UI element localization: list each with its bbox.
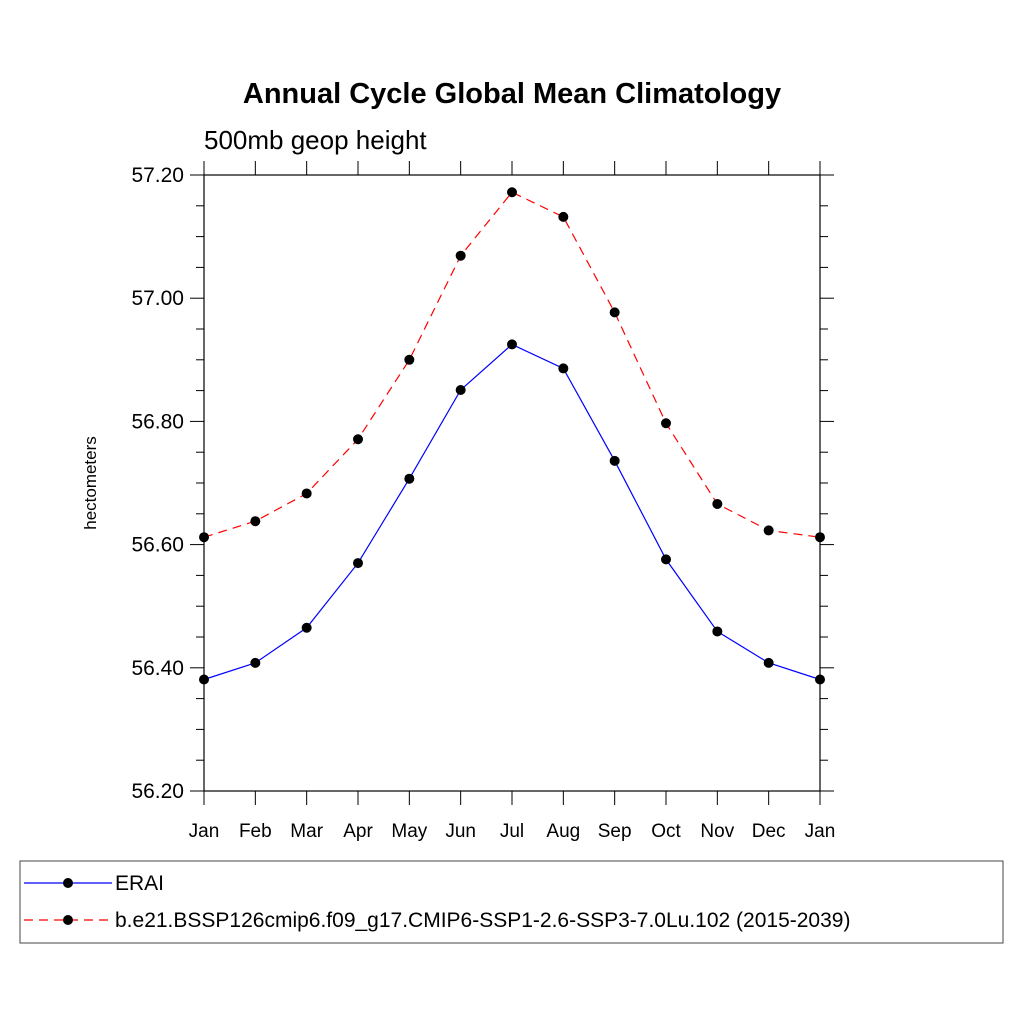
legend-label-0: ERAI (115, 872, 164, 895)
legend-marker-1 (63, 915, 73, 925)
data-point-series-0 (609, 455, 620, 466)
x-tick-label: Nov (700, 821, 734, 842)
x-tick-label: Jul (500, 821, 524, 842)
y-tick-label: 57.00 (131, 287, 184, 310)
data-point-series-0 (815, 674, 825, 685)
data-point-series-0 (661, 554, 671, 565)
series-line-0 (203, 343, 821, 681)
axis-ticks (190, 161, 834, 805)
x-tick-label: Jan (189, 821, 220, 842)
data-point-series-1 (609, 307, 620, 318)
data-point-series-1 (815, 532, 825, 543)
x-tick-label: Sep (598, 821, 632, 842)
data-point-series-0 (507, 339, 517, 350)
data-point-series-1 (558, 211, 569, 222)
data-point-series-1 (250, 516, 261, 527)
y-axis-label: hectometers (81, 436, 100, 530)
data-point-series-1 (353, 434, 363, 445)
x-tick-label: Apr (343, 821, 373, 842)
y-tick-labels: 56.20 56.40 56.60 56.80 57.00 57.20 (131, 164, 184, 803)
legend-marker-0 (63, 878, 73, 888)
data-point-series-1 (712, 498, 723, 509)
x-tick-label: Oct (651, 821, 681, 842)
series-layer (199, 187, 825, 685)
legend-box (19, 860, 1004, 944)
data-point-series-0 (353, 558, 363, 569)
x-tick-label: Jun (445, 821, 476, 842)
chart-subtitle: 500mb geop height (204, 125, 427, 155)
x-tick-label: Jan (805, 821, 836, 842)
x-tick-label: Mar (290, 821, 323, 842)
data-point-series-1 (455, 250, 466, 261)
data-point-series-1 (404, 354, 415, 365)
y-tick-label: 56.40 (131, 657, 184, 680)
y-tick-label: 56.60 (131, 534, 184, 557)
legend-label-1: b.e21.BSSP126cmip6.f09_g17.CMIP6-SSP1-2.… (115, 909, 850, 932)
data-point-series-0 (712, 626, 723, 637)
data-point-series-0 (250, 657, 261, 668)
data-point-series-1 (507, 187, 517, 198)
x-tick-label: May (391, 821, 427, 842)
y-tick-label: 57.20 (131, 164, 184, 187)
chart-title: Annual Cycle Global Mean Climatology (243, 78, 781, 110)
y-tick-label: 56.80 (131, 410, 184, 433)
data-point-series-0 (763, 657, 774, 668)
x-tick-labels: Jan Feb Mar Apr May Jun Jul Aug Sep Oct Nov Dec Jan (189, 821, 836, 842)
x-tick-label: Dec (752, 821, 786, 842)
data-point-series-0 (455, 384, 466, 395)
series-line-1 (203, 191, 821, 538)
plot-frame (203, 174, 821, 792)
data-point-series-1 (661, 418, 671, 429)
data-point-series-1 (199, 532, 209, 543)
data-point-series-0 (558, 363, 569, 374)
data-point-series-0 (301, 622, 312, 633)
data-point-series-0 (404, 473, 415, 484)
x-tick-label: Feb (239, 821, 272, 842)
y-tick-label: 56.20 (131, 780, 184, 803)
x-tick-label: Aug (546, 821, 580, 842)
data-point-series-1 (763, 525, 774, 536)
data-point-series-1 (301, 488, 312, 499)
data-point-series-0 (199, 674, 209, 685)
legend: ERAI b.e21.BSSP126cmip6.f09_g17.CMIP6-SSP… (19, 860, 1004, 944)
